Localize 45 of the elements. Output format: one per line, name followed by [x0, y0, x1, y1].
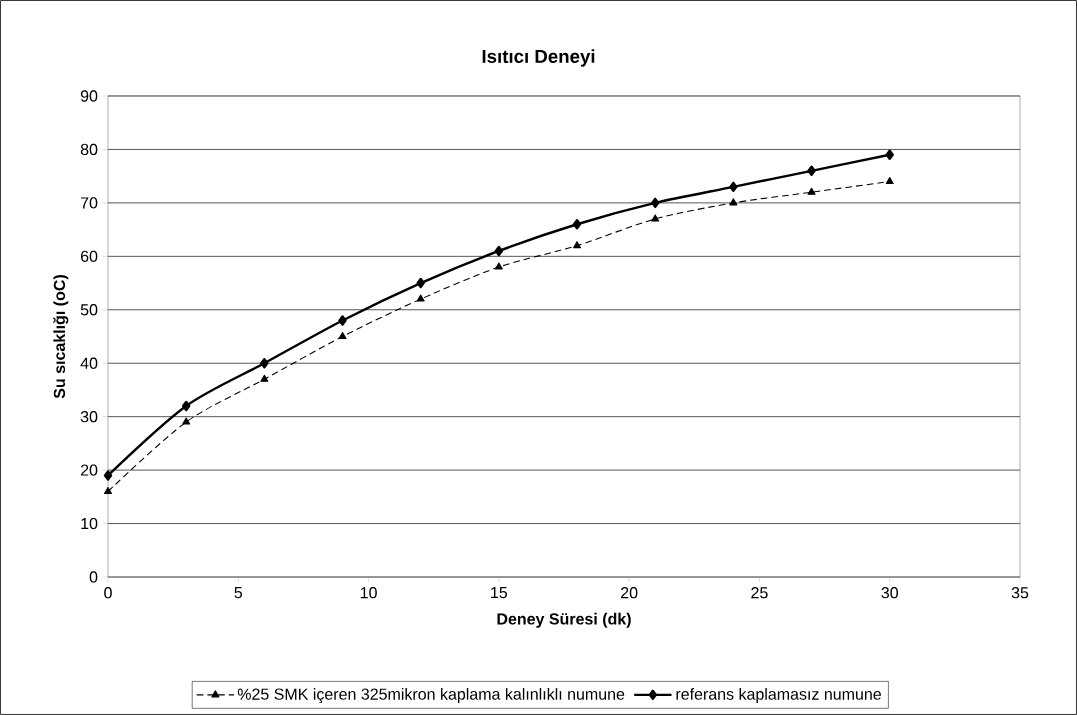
x-tick-label: 5: [234, 587, 243, 599]
y-tick-label: 40: [80, 357, 98, 369]
point: [729, 181, 738, 193]
x-tick-label: 15: [491, 587, 508, 599]
point: [181, 400, 191, 412]
y-tick-label: 80: [80, 143, 98, 156]
x-axis-title: Deney Süresi (dk): [497, 612, 631, 628]
x-tick-label: 0: [104, 587, 112, 599]
point: [103, 470, 113, 481]
y-tick-label: 10: [81, 517, 98, 530]
point: [260, 358, 269, 369]
point: [338, 331, 347, 340]
point: [338, 315, 347, 326]
legend-label: referans kaplamasız numune: [676, 688, 881, 703]
x-tick-label: 30: [881, 587, 898, 599]
y-tick-label: 50: [80, 304, 98, 316]
point: [572, 219, 582, 230]
point: [416, 277, 425, 289]
point: [182, 417, 191, 425]
x-tick-label: 20: [621, 587, 638, 599]
point: [494, 262, 503, 270]
legend-label: %25 SMK içeren 325mikron kaplama kalınlıklı numune: [237, 688, 625, 704]
y-tick-label: 0: [89, 571, 98, 583]
point: [651, 197, 660, 209]
point: [729, 198, 738, 206]
point: [416, 294, 425, 302]
y-tick-label: 60: [80, 250, 98, 262]
x-tick-label: 35: [1011, 587, 1029, 599]
y-tick-label: 90: [80, 90, 98, 102]
point: [651, 214, 660, 222]
x-tick-label: 25: [751, 587, 768, 599]
point: [807, 187, 816, 195]
x-tick-label: 10: [360, 587, 377, 599]
y-tick-label: 70: [80, 197, 98, 209]
y-axis-title: Su sıcaklığı (oC): [53, 275, 69, 399]
point: [104, 486, 113, 495]
y-tick-label: 20: [80, 464, 98, 476]
point: [885, 176, 894, 185]
point: [885, 149, 894, 160]
chart-title: Isıtıcı Deneyi: [482, 49, 595, 67]
point: [807, 165, 816, 177]
point: [494, 245, 504, 257]
point: [573, 241, 582, 249]
y-tick-label: 30: [80, 411, 98, 423]
point: [260, 374, 269, 382]
